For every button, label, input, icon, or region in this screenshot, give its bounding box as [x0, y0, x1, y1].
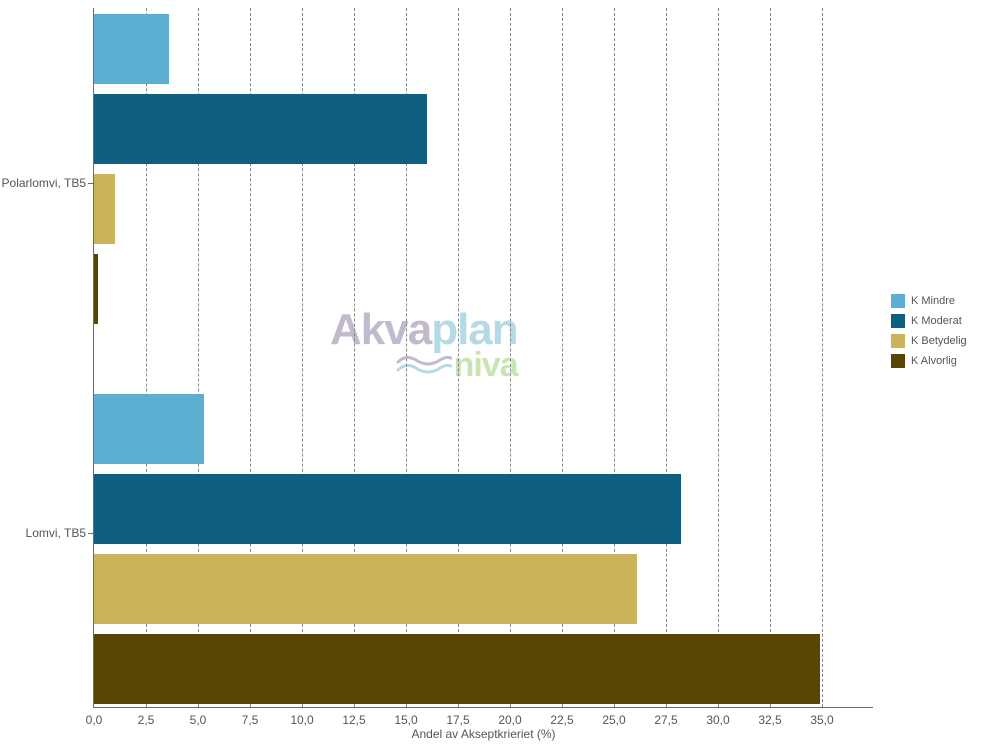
x-tick-label: 2,5 [138, 713, 155, 727]
watermark-plan: plan [431, 305, 517, 354]
legend-label: K Moderat [911, 315, 962, 327]
x-tick-label: 35,0 [810, 713, 833, 727]
legend-swatch [891, 314, 905, 328]
legend: K Mindre K Moderat K Betydelig K Alvorlig [891, 292, 989, 372]
legend-item: K Moderat [891, 312, 989, 330]
x-tick-label: 10,0 [290, 713, 313, 727]
x-tick-label: 25,0 [602, 713, 625, 727]
bar [94, 474, 681, 544]
gridline [666, 8, 667, 707]
legend-item: K Alvorlig [891, 352, 989, 370]
x-axis-title: Andel av Akseptkrieriet (%) [411, 727, 555, 741]
x-tick-label: 12,5 [342, 713, 365, 727]
legend-label: K Alvorlig [911, 355, 957, 367]
legend-swatch [891, 354, 905, 368]
x-tick-label: 17,5 [446, 713, 469, 727]
x-tick-label: 32,5 [758, 713, 781, 727]
bar [94, 554, 637, 624]
x-tick-label: 0,0 [86, 713, 103, 727]
legend-swatch [891, 334, 905, 348]
legend-label: K Betydelig [911, 335, 967, 347]
bar [94, 394, 204, 464]
chart-container: Akvaplan niva Andel av Akseptkrieriet (%… [8, 8, 993, 743]
bar [94, 14, 169, 84]
x-tick-label: 30,0 [706, 713, 729, 727]
x-tick-label: 15,0 [394, 713, 417, 727]
legend-item: K Betydelig [891, 332, 989, 350]
x-tick-label: 5,0 [190, 713, 207, 727]
watermark-logo: Akvaplan niva [330, 308, 518, 382]
watermark-wave-icon [396, 354, 452, 376]
bar [94, 94, 427, 164]
bar [94, 254, 98, 324]
x-tick-label: 27,5 [654, 713, 677, 727]
gridline [822, 8, 823, 707]
legend-label: K Mindre [911, 295, 955, 307]
x-tick-label: 20,0 [498, 713, 521, 727]
bar [94, 174, 115, 244]
bar [94, 634, 820, 704]
legend-item: K Mindre [891, 292, 989, 310]
watermark-niva: niva [454, 348, 518, 382]
x-tick-label: 22,5 [550, 713, 573, 727]
gridline [770, 8, 771, 707]
legend-swatch [891, 294, 905, 308]
y-tick-label: Lomvi, TB5 [26, 526, 86, 540]
plot-area: Akvaplan niva Andel av Akseptkrieriet (%… [93, 8, 873, 708]
y-tick-label: Polarlomvi, TB5 [2, 176, 86, 190]
gridline [718, 8, 719, 707]
watermark-akva: Akva [330, 305, 431, 354]
x-tick-label: 7,5 [242, 713, 259, 727]
